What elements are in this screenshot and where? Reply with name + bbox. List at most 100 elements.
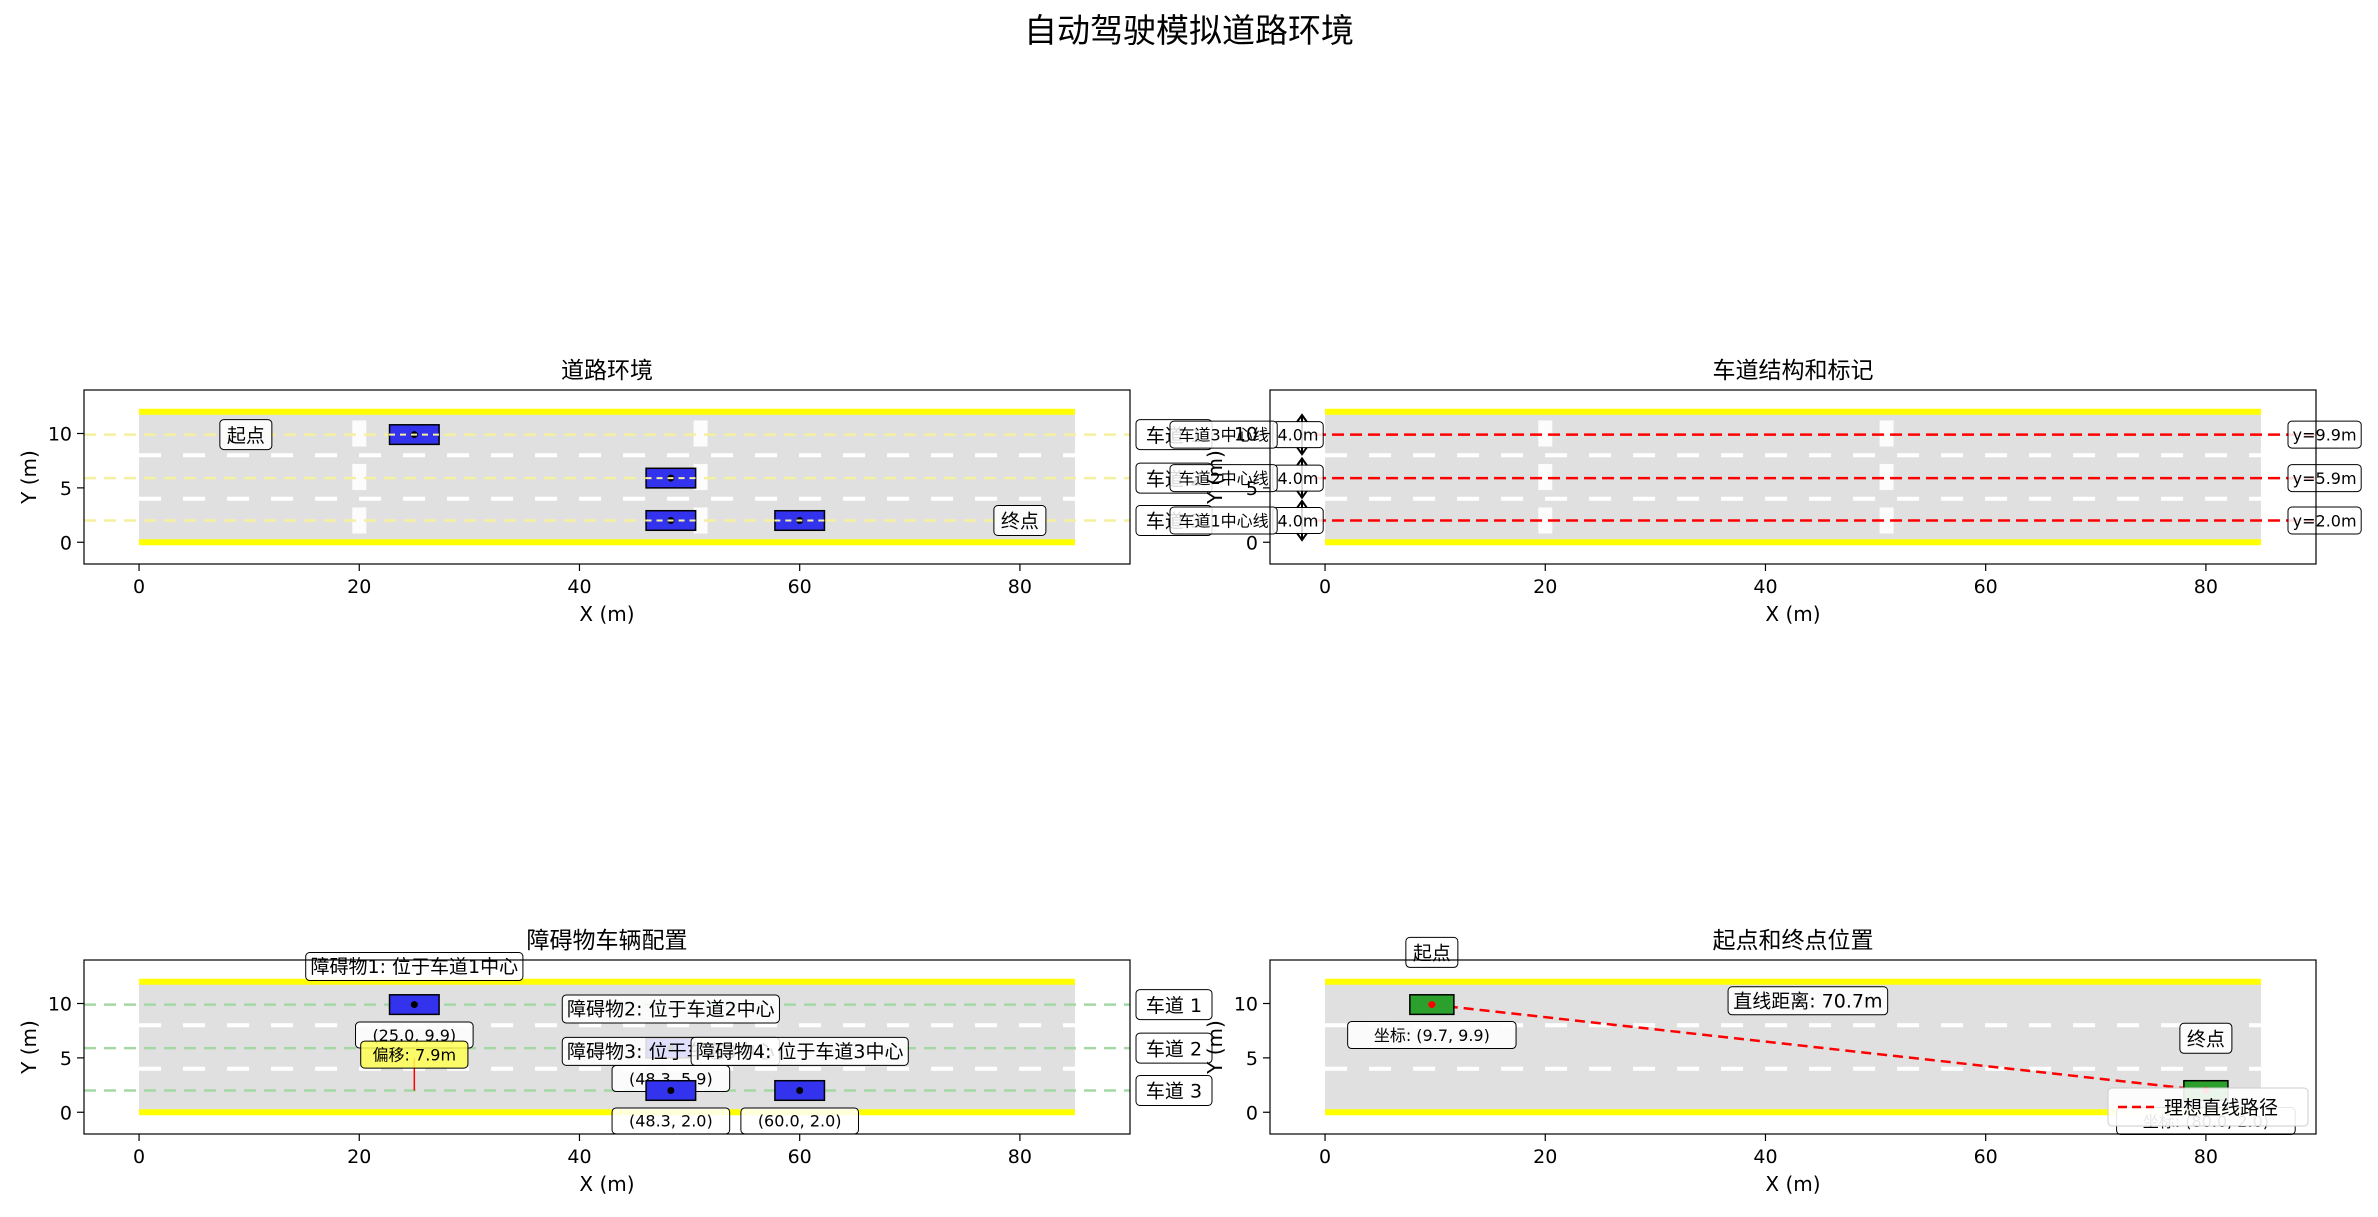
center-line-value: y=5.9m — [2293, 469, 2357, 488]
panel-lane-structure: 车道结构和标记 4.0m 车道3中心线 y=9.9m 4.0m 车道2中心线 y=5.9m 4… — [1169, 358, 2362, 626]
vehicle-coord-label: (60.0, 2.0) — [758, 1112, 842, 1131]
end-label: 终点 — [2187, 1029, 2225, 1051]
crosswalk-stripe — [1879, 420, 1894, 447]
y-tick-label: 0 — [60, 1102, 72, 1124]
legend-box — [2107, 1087, 2309, 1127]
x-tick-label: 60 — [788, 576, 812, 598]
x-tick-label: 20 — [347, 576, 371, 598]
panel-obstacle-config: 障碍物车辆配置(25.0, 9.9)障碍物1: 位于车道1中心(48.3, 5.… — [17, 928, 1213, 1196]
y-axis-label: Y (m) — [17, 1020, 41, 1075]
arrow-head-up — [1296, 499, 1308, 509]
x-axis-label: X (m) — [579, 1172, 634, 1196]
vehicle-label-box — [561, 994, 780, 1024]
center-line-label: 车道1中心线 — [1179, 512, 1269, 531]
center-line-label: 车道3中心线 — [1179, 426, 1269, 445]
lane-label-box — [1135, 1075, 1213, 1106]
center-line-value: y=9.9m — [2293, 426, 2357, 445]
center-line-value-box — [2287, 506, 2362, 535]
x-tick-label: 0 — [1319, 1146, 1331, 1168]
crosswalk-stripe — [352, 507, 367, 534]
panel-title: 障碍物车辆配置 — [527, 928, 688, 954]
x-tick-label: 40 — [1753, 576, 1777, 598]
coord-label-box — [1347, 1021, 1517, 1050]
crosswalk-stripe — [352, 420, 367, 447]
vehicle-label-box — [690, 1036, 909, 1066]
x-tick-label: 20 — [1533, 1146, 1557, 1168]
axes-frame — [83, 959, 1131, 1135]
x-tick-label: 40 — [1753, 1146, 1777, 1168]
arrow-head-down — [1296, 446, 1308, 456]
vehicle-label: 障碍物4: 位于车道3中心 — [696, 1041, 904, 1063]
panel-title: 起点和终点位置 — [1713, 928, 1874, 954]
axes-frame — [83, 389, 1131, 565]
arrow-head-up — [1296, 413, 1308, 423]
lane-label-box — [1135, 1032, 1213, 1064]
axes-frame — [1269, 389, 2317, 565]
x-tick-label: 60 — [788, 1146, 812, 1168]
center-line-label-box — [1169, 464, 1278, 493]
x-tick-label: 0 — [133, 576, 145, 598]
y-tick-label: 10 — [1234, 424, 1258, 446]
crosswalk-stripe — [693, 420, 708, 447]
y-tick-label: 0 — [1246, 1102, 1258, 1124]
center-line-value-box — [2287, 420, 2362, 449]
center-line-label-box — [1169, 420, 1278, 449]
x-tick-label: 40 — [567, 576, 591, 598]
y-tick-label: 5 — [60, 1048, 72, 1070]
y-tick-label: 5 — [1246, 478, 1258, 500]
distance-label-box — [1727, 986, 1889, 1016]
vehicle-label: 障碍物1: 位于车道1中心 — [311, 956, 519, 978]
center-line-label: 车道2中心线 — [1179, 469, 1269, 488]
vehicle-center — [796, 1087, 804, 1094]
y-axis-label: Y (m) — [1203, 1020, 1227, 1075]
distance-label: 直线距离: 70.7m — [1733, 990, 1882, 1012]
crosswalk-stripe — [693, 507, 708, 534]
y-axis-label: Y (m) — [17, 450, 41, 505]
arrow-head-down — [1296, 490, 1308, 500]
vehicle-label: 障碍物2: 位于车道2中心 — [567, 998, 775, 1020]
x-tick-label: 40 — [567, 1146, 591, 1168]
y-tick-label: 5 — [60, 478, 72, 500]
x-axis-label: X (m) — [579, 602, 634, 626]
start-label: 起点 — [1413, 943, 1451, 965]
arrow-head-up — [1296, 456, 1308, 467]
x-tick-label: 20 — [347, 1146, 371, 1168]
center-line-value-box — [2287, 464, 2362, 493]
vehicle-center — [667, 1087, 675, 1094]
x-axis-label: X (m) — [1765, 602, 1820, 626]
point-annotation-box — [219, 419, 273, 451]
vehicle-center — [410, 1001, 418, 1009]
offset-label-box — [360, 1040, 469, 1069]
crosswalk-stripe — [1538, 463, 1553, 491]
point-annotation: 起点 — [227, 425, 265, 447]
lane-width-label: 4.0m — [1277, 511, 1318, 530]
y-tick-label: 0 — [1246, 532, 1258, 554]
lane-label-box — [1135, 989, 1213, 1021]
offset-label: 偏移: 7.9m — [373, 1046, 457, 1065]
x-tick-label: 80 — [2194, 576, 2218, 598]
x-tick-label: 0 — [133, 1146, 145, 1168]
center-line-label-box — [1169, 506, 1278, 535]
legend-entry: 理想直线路径 — [2164, 1097, 2278, 1119]
crosswalk-stripe — [1538, 507, 1553, 534]
x-tick-label: 20 — [1533, 576, 1557, 598]
center-line-value: y=2.0m — [2293, 512, 2357, 531]
x-axis-label: X (m) — [1765, 1172, 1820, 1196]
axes-frame — [1269, 959, 2317, 1135]
lane-width-label: 4.0m — [1277, 469, 1318, 488]
y-tick-label: 10 — [1234, 994, 1258, 1016]
crosswalk-stripe — [1538, 420, 1553, 447]
lane-width-label: 4.0m — [1277, 425, 1318, 444]
ideal-path-line — [1431, 1003, 2207, 1092]
vehicle-coord-label: (25.0, 9.9) — [372, 1026, 456, 1045]
crosswalk-stripe — [1879, 507, 1894, 534]
marker-dot — [1428, 1001, 1436, 1009]
panel-title: 道路环境 — [561, 358, 653, 384]
crosswalk-stripe — [1879, 463, 1894, 491]
lane-label: 车道 2 — [1146, 1038, 1202, 1060]
crosswalk-stripe — [693, 463, 708, 491]
point-annotation: 终点 — [1001, 511, 1039, 533]
y-axis-label: Y (m) — [1203, 450, 1227, 505]
